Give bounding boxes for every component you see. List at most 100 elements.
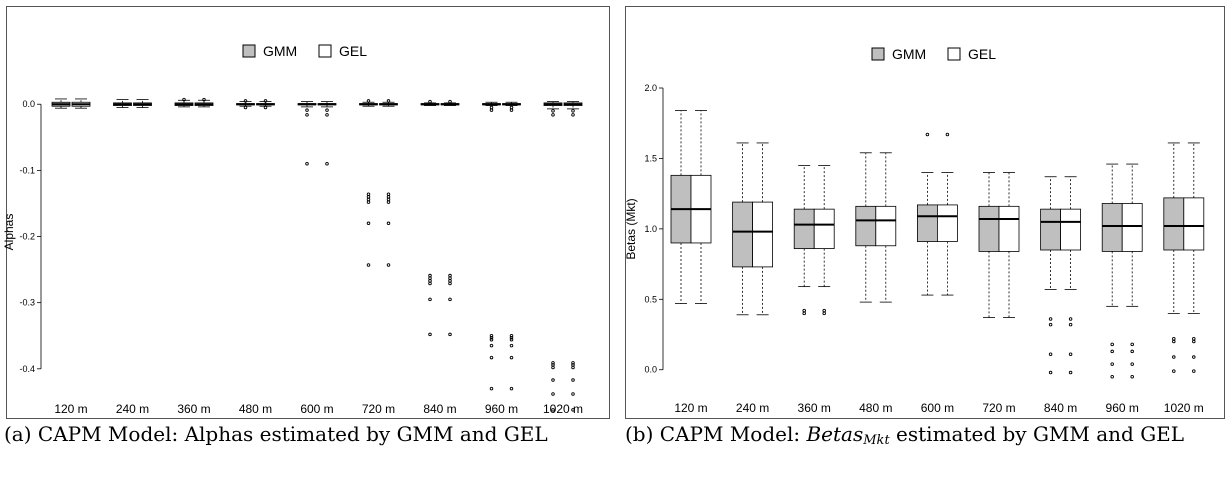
outlier-point-gmm [428,332,432,337]
outlier-point-gmm [1110,349,1114,354]
legend: GMM GEL [871,46,996,62]
outlier-point-gel [448,297,452,302]
outlier-point-gmm [489,108,494,112]
caption-text: CAPM Model: Alphas estimated by GMM and … [37,422,548,446]
y-tick-label: -0.1 [19,165,35,175]
outlier-point-gel [386,221,391,226]
box-gel [936,204,958,242]
box-gel [1183,197,1205,251]
legend-label-gmm: GMM [892,46,926,62]
box-group: 720 m [359,99,398,416]
box-group: 840 m [420,99,460,416]
outlier-point-gmm [551,365,555,370]
y-axis-title: Betas (Mkt) [624,198,638,259]
box-gmm [793,208,815,249]
outlier-point-gel [571,113,575,117]
outlier-point-gmm [305,113,309,117]
outlier-point-gmm [551,361,555,365]
outlier-point-gel [386,263,391,267]
x-tick-label: 600 m [921,401,954,415]
legend-swatch-gmm [242,44,256,58]
box-group: 360 m [174,97,214,416]
y-tick-label: -0.4 [19,364,35,374]
box-group: 720 m [978,172,1020,415]
outlier-point-gmm [551,378,555,382]
box-group: 600 m [297,101,337,416]
caption-alphas: (a) CAPM Model: Alphas estimated by GMM … [0,422,604,446]
outlier-point-gel [325,108,329,112]
box-gmm [916,204,938,242]
outlier-point-gel [945,132,950,137]
outlier-point-gel [509,386,514,391]
outlier-point-gmm [305,108,309,112]
y-tick-label: 0.5 [644,294,657,304]
outlier-point-gel [571,378,575,382]
box-gel [998,205,1020,252]
outlier-point-gel [1068,352,1073,356]
outlier-point-gmm [1048,317,1053,321]
outlier-point-gel [571,109,575,113]
outlier-point-gel [1130,375,1134,379]
box-gel [875,205,897,247]
outlier-point-gmm [1048,370,1053,375]
legend-swatch-gmm [871,47,885,61]
caption-betas: (b) CAPM Model: BetasMkt estimated by GM… [621,422,1225,447]
x-tick-label: 360 m [177,402,210,416]
box-gmm [855,205,877,247]
outlier-point-gel [1068,317,1073,321]
outlier-point-gmm [489,343,494,348]
x-tick-label: 480 m [239,402,272,416]
box-gel [752,201,774,268]
outlier-point-gmm [1110,342,1114,347]
outlier-point-gel [325,113,329,117]
box-gmm [732,201,753,268]
y-tick-label: 0.0 [644,365,657,375]
outlier-point-gmm [1172,339,1176,344]
box-group: 480 m [855,152,897,415]
box-gel [1060,208,1082,251]
outlier-point-gel [386,99,391,103]
outlier-point-gel [1130,349,1134,354]
x-tick-label: 120 m [54,402,87,416]
outlier-point-gmm [366,263,371,267]
y-tick-label: 2.0 [644,83,657,93]
outlier-point-gel [571,408,575,412]
box-gel [1121,203,1143,252]
outlier-point-gmm [489,335,494,340]
x-tick-label: 240 m [736,401,769,415]
y-tick-label: 1.5 [644,153,657,163]
outlier-point-gel [1192,369,1196,373]
outlier-point-gmm [489,386,494,391]
outlier-point-gmm [925,132,930,137]
legend-swatch-gel [318,44,332,58]
outlier-point-gmm [366,221,371,226]
caption-text-rest: estimated by GMM and GEL [889,422,1185,446]
outlier-point-gel [1130,342,1134,347]
x-tick-label: 600 m [300,402,333,416]
betas-boxplot-chart: GMM GEL 0.0 0.5 1.0 1.5 2.0 Betas (Mkt) 120 m 240… [624,6,1225,419]
outlier-point-gel [509,355,514,360]
y-tick-label: 1.0 [644,224,657,234]
x-tick-label: 480 m [859,401,892,415]
box-group: 960 m [1101,163,1143,415]
outlier-point-gel [263,99,268,103]
x-tick-label: 960 m [1106,401,1139,415]
x-tick-label: 360 m [798,401,831,415]
y-axis-title: Alphas [2,214,16,251]
x-tick-label: 960 m [485,402,518,416]
x-tick-label: 840 m [1044,401,1077,415]
outlier-point-gmm [428,99,432,104]
outlier-point-gel [386,200,391,204]
outlier-point-gel [1192,355,1196,359]
box-group: 960 m [482,101,521,416]
legend-swatch-gel [947,47,961,61]
box-gmm [1040,208,1062,251]
outlier-point-gmm [428,281,432,286]
caption-variable: Betas [806,422,864,446]
outlier-point-gmm [489,337,494,342]
outlier-point-gmm [551,408,555,412]
outlier-point-gel [263,105,268,110]
outlier-point-gmm [182,97,186,102]
outlier-point-gel [1192,339,1196,344]
panel-alphas: GMM GEL 0.0 -0.1 -0.2 -0.3 -0.4 Alphas 120 m 240 … [0,0,611,446]
